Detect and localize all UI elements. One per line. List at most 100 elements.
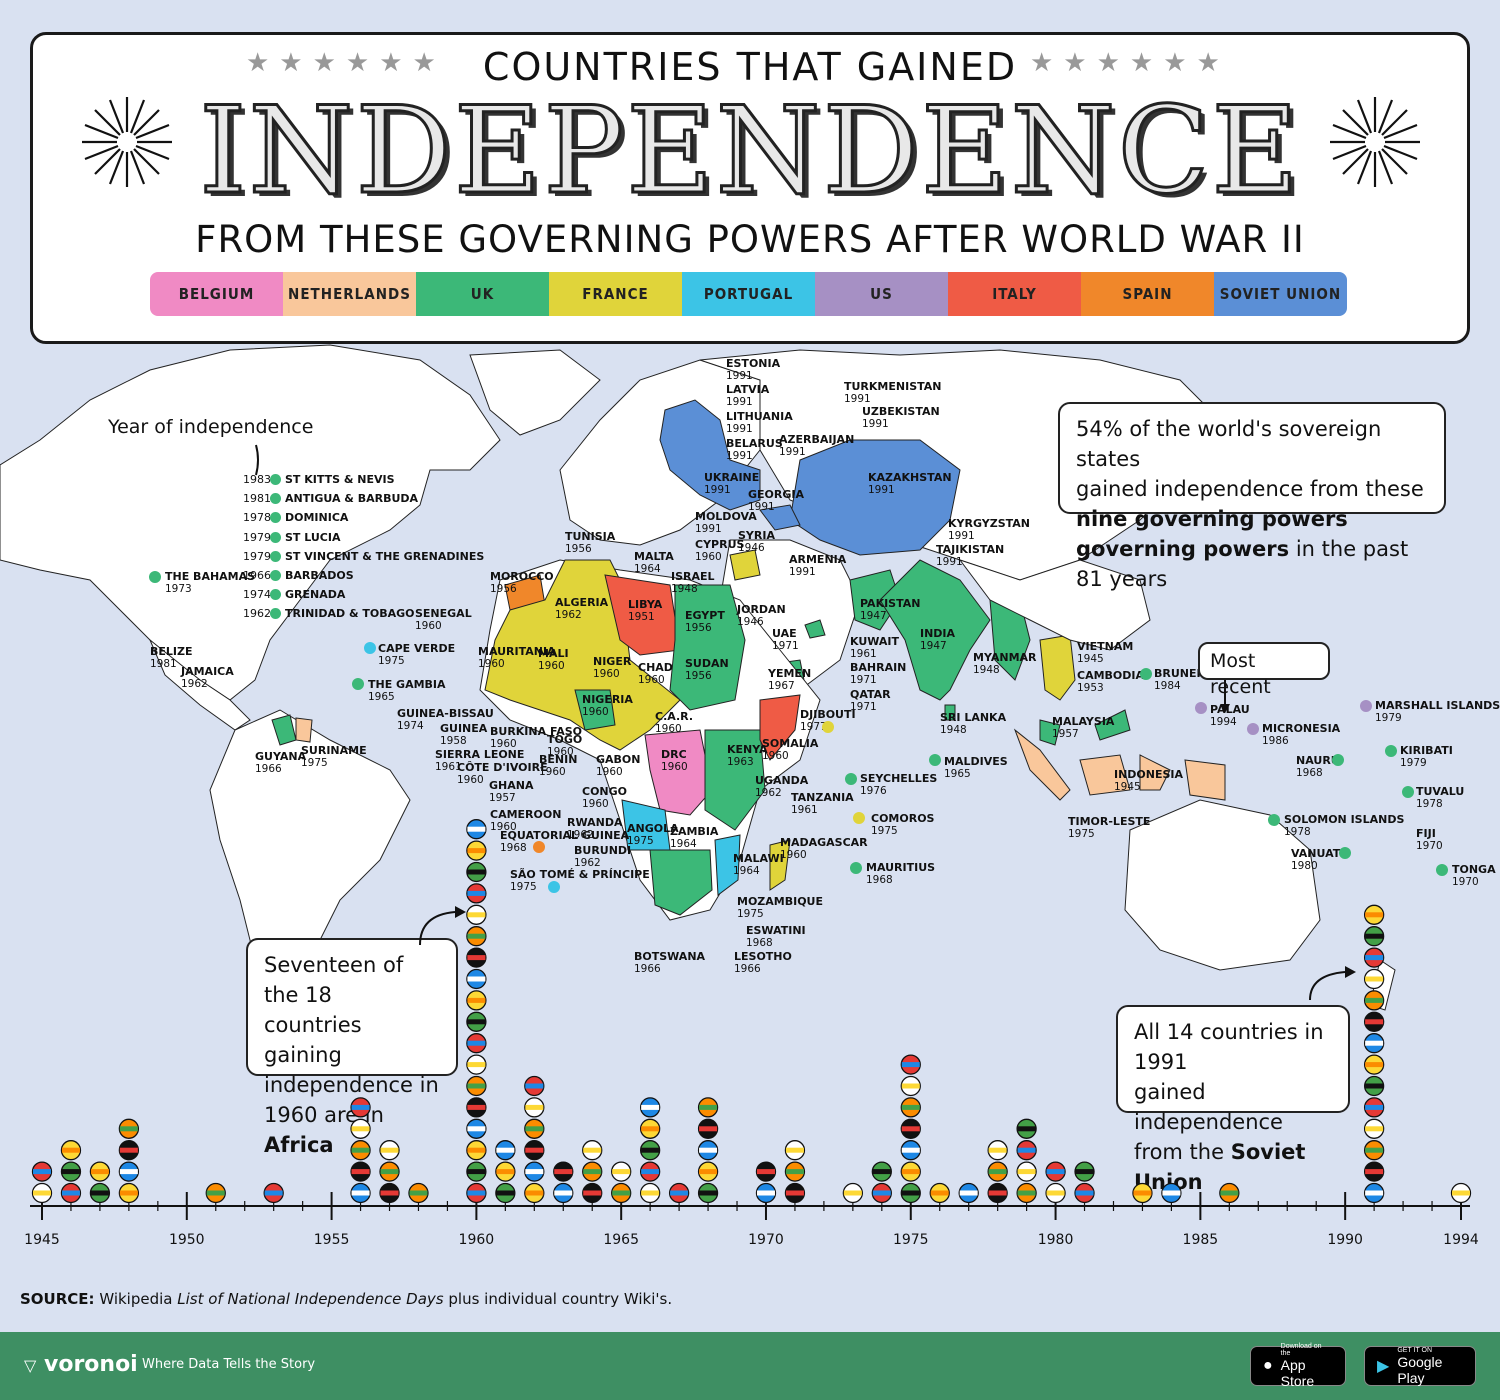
flag-marker-1966 [639, 1097, 661, 1118]
country-dot [364, 642, 376, 654]
flag-marker-1956 [350, 1182, 371, 1204]
flag-marker-1973 [842, 1182, 864, 1204]
legend-item-netherlands: NETHERLANDS [283, 272, 416, 316]
country-year: 1964 [670, 838, 697, 850]
country-year: 1968 [866, 874, 893, 886]
country-year: 1958 [440, 735, 467, 747]
country-year: 1991 [726, 450, 753, 462]
flag-marker-1960 [466, 883, 487, 904]
country-name: BELARUS [726, 437, 783, 450]
axis-tick-label: 1945 [24, 1232, 60, 1248]
flag-marker-1960 [466, 1118, 487, 1139]
country-year: 1960 [415, 620, 442, 632]
country-dot [1195, 702, 1207, 714]
country-label-solomon-islands: SOLOMON ISLANDS 1978 [1284, 814, 1404, 839]
country-year: 1981 [150, 658, 177, 670]
country-label-chad: CHAD 1960 [638, 662, 673, 687]
country-year: 1945 [1077, 653, 1104, 665]
country-label-sri-lanka: SRI LANKA 1948 [940, 712, 1006, 737]
play-icon: ▶ [1377, 1358, 1390, 1375]
country-name: QATAR [850, 688, 891, 701]
country-label-mauritius: MAURITIUS 1968 [866, 862, 935, 887]
note-line: gained independence from these [1076, 477, 1424, 501]
flag-marker-1971 [784, 1182, 806, 1204]
land-madagascar [769, 839, 791, 891]
country-name: MOROCCO [490, 570, 554, 583]
note-bold: Africa [264, 1133, 334, 1157]
country-label-morocco: MOROCCO 1956 [490, 570, 554, 596]
country-year: 1960 [478, 658, 505, 670]
country-name: TANZANIA [791, 791, 854, 804]
app-store-button[interactable]: ● Download on the App Store [1250, 1343, 1346, 1389]
land-malaysia [1039, 709, 1131, 746]
country-label-nauru: NAURU 1968 [1296, 755, 1340, 780]
country-name: ESTONIA [726, 357, 781, 370]
country-year: 1968 [1296, 767, 1323, 779]
flag-marker-1977 [958, 1182, 979, 1204]
flag-marker-1991 [1363, 968, 1385, 990]
country-label-somalia: SOMALIA 1960 [762, 737, 819, 763]
country-label-guyana: GUYANA 1966 [255, 751, 306, 776]
country-label-guinea-bissau: GUINEA-BISSAU 1974 [397, 708, 494, 733]
country-label-comoros: COMOROS 1975 [871, 813, 934, 838]
country-name: ZAMBIA [670, 825, 719, 838]
country-name: SOMALIA [762, 737, 819, 750]
land-east-africa [704, 729, 766, 831]
flag-marker-1948 [118, 1118, 140, 1139]
country-name: SUDAN [685, 657, 729, 670]
legend-item-portugal: PORTUGAL [682, 272, 815, 316]
country-label-benin: BENIN 1960 [539, 754, 577, 779]
country-name: TAJIKISTAN [936, 543, 1005, 556]
country-name: KAZAKHSTAN [868, 471, 952, 484]
country-year: 1960 [780, 849, 807, 861]
flag-marker-1960 [466, 926, 487, 947]
firework-icon-left [82, 97, 172, 187]
country-label-syria: SYRIA 1946 [738, 530, 775, 555]
country-name: KUWAIT [850, 635, 900, 648]
country-year: 1975 [737, 908, 764, 920]
flag-marker-1980 [1045, 1182, 1066, 1204]
land-soviet-europe [659, 399, 761, 511]
flag-marker-1991 [1363, 1033, 1385, 1054]
country-label-estonia: ESTONIA 1991 [726, 357, 781, 383]
country-name: UGANDA [755, 774, 809, 787]
country-year: 1975 [627, 835, 654, 847]
country-label-moldova: MOLDOVA 1991 [695, 511, 757, 536]
country-year: 1951 [628, 611, 655, 623]
flag-marker-1967 [668, 1182, 690, 1204]
flag-marker-1951 [205, 1182, 226, 1204]
country-name: TUVALU [1416, 785, 1465, 798]
country-year: 1976 [860, 785, 887, 797]
country-year: 1960 [582, 706, 609, 718]
land-sri-lanka [944, 704, 956, 721]
country-year: 1953 [1077, 682, 1104, 694]
country-dot [1339, 847, 1351, 859]
caribbean-header: Year of independence [108, 416, 314, 438]
country-label-lithuania: LITHUANIA 1991 [726, 411, 793, 436]
voronoi-logo[interactable]: ▽ voronoi [24, 1352, 138, 1377]
firework-icon-right [1330, 97, 1420, 187]
flag-marker-1981 [1074, 1161, 1095, 1182]
land-southern-africa [649, 849, 713, 916]
google-play-button[interactable]: ▶ GET IT ON Google Play [1364, 1346, 1476, 1386]
country-year: 1945 [1114, 781, 1141, 793]
country-label-georgia: GEORGIA 1991 [748, 489, 804, 514]
country-year: 1956 [685, 670, 712, 682]
caribbean-dot [270, 550, 281, 562]
country-name: ISRAEL [671, 570, 715, 583]
country-year: 1947 [860, 610, 887, 622]
country-year: 1971 [850, 674, 877, 686]
country-label-ghana: GHANA 1957 [489, 780, 533, 805]
country-label-kazakhstan: KAZAKHSTAN 1991 [868, 471, 952, 497]
country-name: DJIBOUTI [800, 708, 856, 721]
flag-marker-1960 [466, 819, 487, 840]
country-label-the-bahamas: THE BAHAMAS 1973 [165, 571, 255, 596]
country-name: CAPE VERDE [378, 642, 456, 655]
country-year: 1991 [868, 484, 895, 496]
flag-marker-1956 [350, 1118, 371, 1139]
note-line: 54% of the world's sovereign states [1076, 417, 1382, 471]
country-year: 1971 [850, 701, 877, 713]
country-year: 1991 [948, 530, 975, 542]
flag-marker-1971 [784, 1140, 806, 1161]
country-year: 1960 [661, 761, 688, 773]
